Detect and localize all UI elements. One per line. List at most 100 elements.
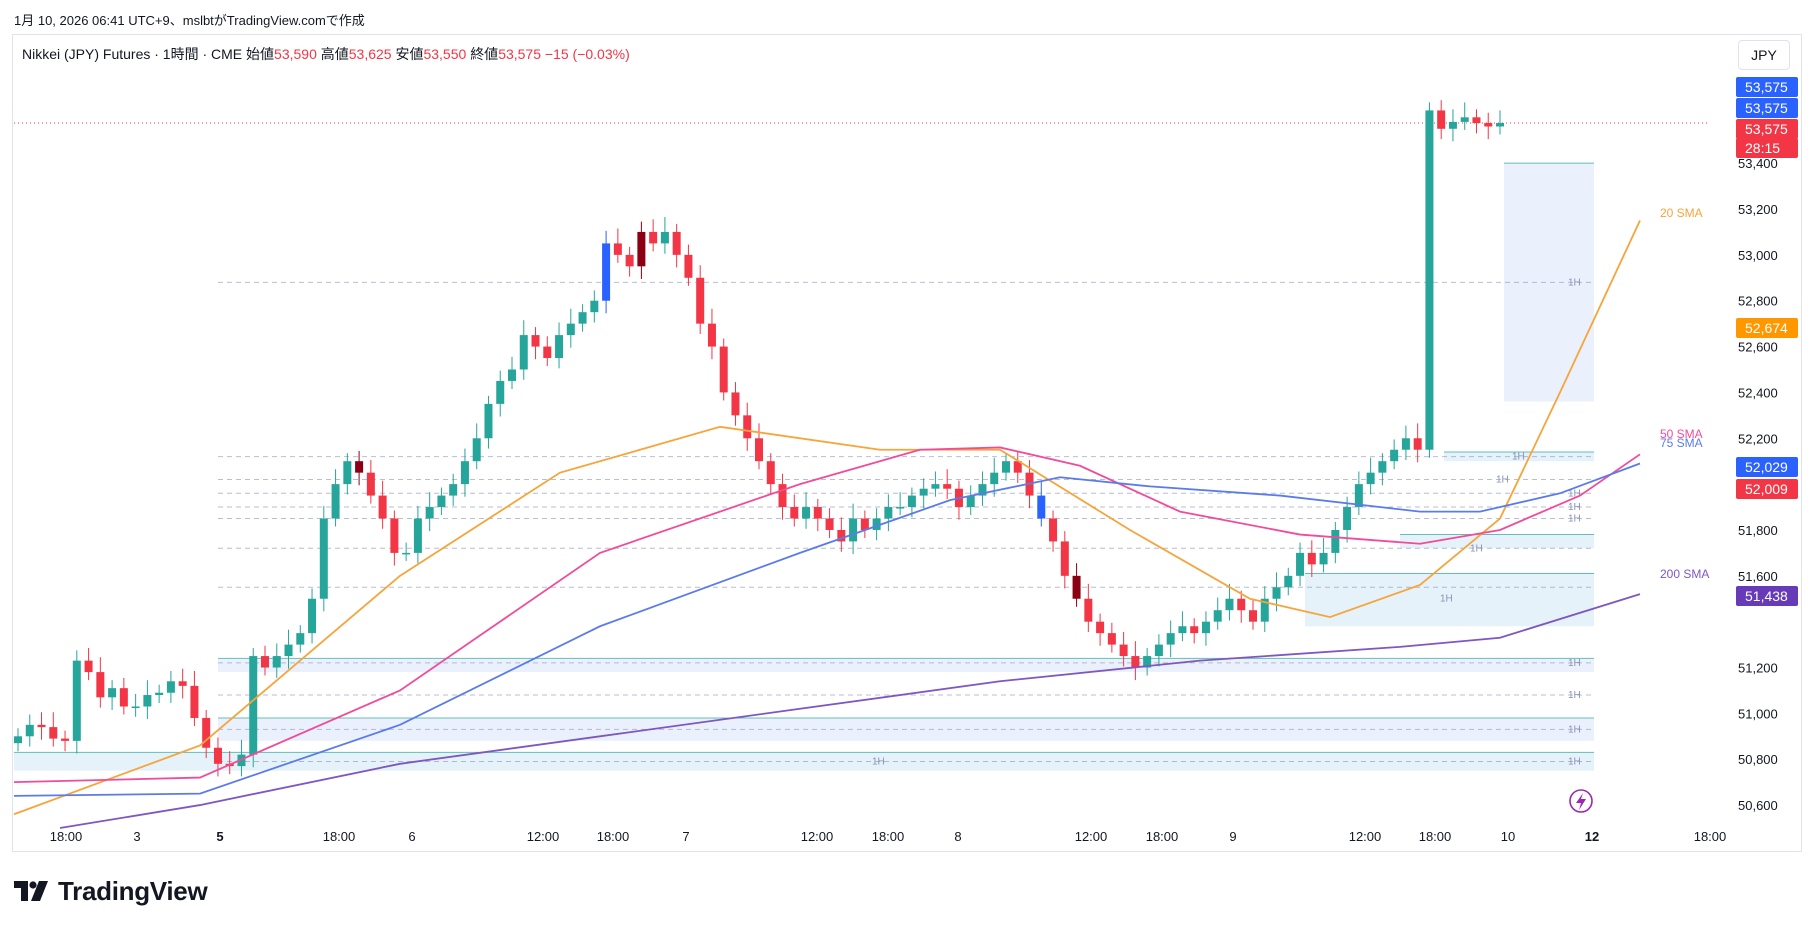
candle-body [1143,656,1152,668]
candle-body [766,461,775,485]
y-tick-label: 52,600 [1738,340,1778,355]
candle-body [1213,610,1222,622]
timeframe-tag: 1H [1470,543,1483,554]
x-tick-label: 12:00 [1075,829,1108,844]
candle-body [308,598,317,634]
x-tick-label: 12:00 [527,829,560,844]
low-value: 53,550 [423,46,467,62]
tv-logo-icon [14,880,48,901]
candle-body [566,323,575,336]
zone-box [1305,573,1594,627]
high-value: 53,625 [348,46,392,62]
candle-body [825,518,834,530]
candle-body [143,695,152,707]
candle-body [1154,644,1163,657]
candle-body [1107,633,1116,645]
candle-body [1284,575,1293,588]
candle-body [1496,123,1504,127]
x-tick-label: 10 [1501,829,1515,844]
candle-body [731,392,740,416]
candle-body [1354,484,1363,508]
price-badge-label: 51,438 [1745,588,1788,604]
lightning-icon[interactable] [1569,789,1593,813]
sma-line [13,462,1641,797]
candle-body [1249,610,1257,622]
candle-body [119,688,128,707]
candle-body [672,231,681,255]
candle-body [943,484,952,489]
currency-button[interactable]: JPY [1738,40,1790,70]
candle-body [355,461,364,473]
candle-body [602,243,611,301]
candle-body [813,507,822,519]
candle-body [319,518,328,599]
sma-label: 50 SMA [1660,427,1703,441]
candle-body [1260,598,1269,622]
high-label: 高値 [320,46,349,62]
candle-body [178,681,187,686]
candle-body [978,484,987,496]
price-badge-label: 53,575 [1745,121,1788,137]
candle-body [249,656,258,755]
price-badge [1736,138,1798,158]
y-tick-label: 50,600 [1738,798,1778,813]
candle-body [1319,552,1328,565]
candle-body [402,552,411,555]
candle-body [637,231,646,267]
price-badge [1736,77,1798,97]
price-badge [1736,457,1798,477]
y-tick-label: 52,800 [1738,294,1778,309]
sma-layer [13,220,1641,829]
candle-body [1049,518,1058,542]
candle-body [990,472,999,485]
candle-body [1413,438,1422,450]
y-tick-label: 51,800 [1738,523,1778,538]
price-badge-label: 53,575 [1745,100,1788,116]
candle-body [14,736,22,744]
candle-body [1296,552,1305,576]
candle-body [1013,461,1022,473]
candle-body [331,484,340,519]
candle-body [931,484,940,489]
candle-body [1437,110,1446,129]
candle-body [790,507,799,519]
candle-body [202,717,211,748]
candle-body [155,692,164,696]
price-badges: 53,575 53,575 53,575 28:15 52,674 52,029 52,00… [1736,77,1798,606]
x-tick-label: 18:00 [872,829,905,844]
y-tick-label: 53,200 [1738,202,1778,217]
x-tick-label: 7 [682,829,689,844]
x-tick-label: 18:00 [50,829,83,844]
price-badge-label: 52,674 [1745,320,1788,336]
tradingview-logo[interactable]: TradingView [14,876,208,907]
y-tick-label: 53,400 [1738,156,1778,171]
timeframe-tag: 1H [1568,724,1581,735]
price-badge-label: 28:15 [1745,140,1780,156]
x-tick-label: 12:00 [801,829,834,844]
y-tick-label: 52,400 [1738,385,1778,400]
candle-body [543,346,552,359]
open-label: 始値 [246,46,275,62]
change-value: −15 (−0.03%) [544,46,630,62]
candle-body [213,747,222,764]
timeframe-tag: 1H [1568,277,1581,288]
price-badge [1736,98,1798,118]
candle-body [660,231,669,244]
candle-body [837,529,846,542]
candle-body [343,461,352,485]
candle-body [366,472,375,496]
candle-body [484,403,493,439]
x-tick-label: 5 [216,829,223,844]
candle-body [860,518,869,530]
x-tick-label: 6 [408,829,415,844]
candle-body [1307,552,1316,565]
chart-frame[interactable] [12,34,1802,852]
candle-body [472,438,481,462]
candle-body [108,688,117,698]
x-tick-label: 12:00 [1349,829,1382,844]
timeframe-tag: 1H [1568,658,1581,669]
candle-body [519,335,528,370]
x-tick-label: 18:00 [323,829,356,844]
